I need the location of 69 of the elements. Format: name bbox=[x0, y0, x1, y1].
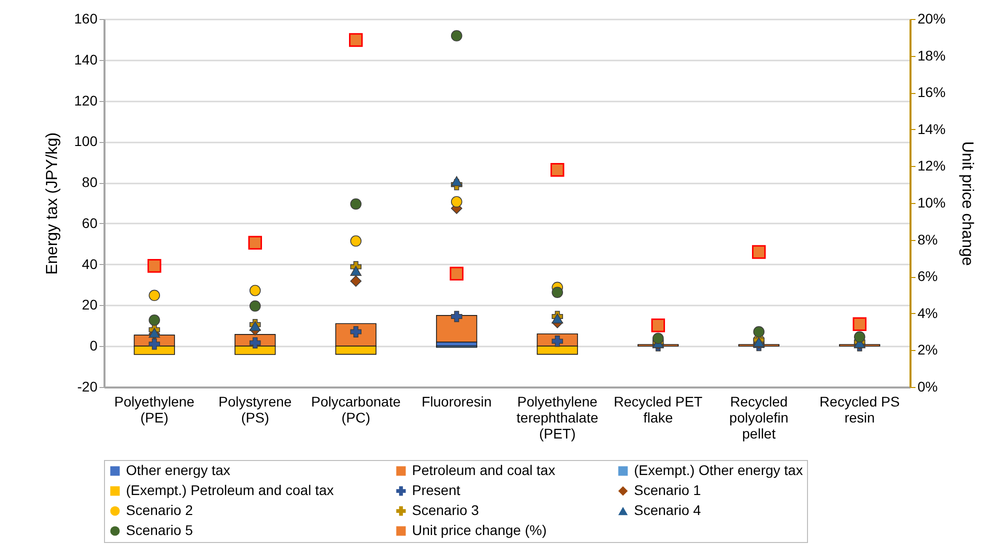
x-tick-label: Recycled polyolefin pellet bbox=[729, 394, 788, 442]
legend-label: Scenario 3 bbox=[412, 502, 480, 518]
point bbox=[249, 300, 261, 312]
legend-label: Scenario 1 bbox=[634, 482, 702, 498]
y2-tick-label: 0% bbox=[918, 378, 938, 394]
x-tick-label: Recycled PS resin bbox=[820, 394, 900, 426]
legend-label: (Exempt.) Petroleum and coal tax bbox=[126, 482, 334, 498]
y-tick-label: 60 bbox=[82, 214, 98, 231]
x-tick-label: Recycled PET flake bbox=[614, 394, 703, 426]
y2-tick-label: 6% bbox=[918, 268, 938, 284]
point bbox=[349, 33, 363, 47]
point bbox=[148, 259, 162, 273]
point bbox=[350, 235, 362, 247]
y2-tick-label: 16% bbox=[918, 84, 946, 100]
x-tick-label: Polystyrene (PS) bbox=[218, 394, 292, 426]
point bbox=[651, 318, 665, 332]
y-tick-label: 20 bbox=[82, 296, 98, 313]
point bbox=[148, 338, 160, 350]
legend-label: Other energy tax bbox=[126, 462, 230, 478]
point bbox=[249, 284, 261, 296]
point bbox=[450, 176, 462, 186]
legend-label: (Exempt.) Other energy tax bbox=[634, 462, 803, 478]
point bbox=[652, 332, 664, 344]
y2-tick-label: 14% bbox=[918, 120, 946, 137]
point bbox=[450, 266, 464, 281]
y2-tick-label: 20% bbox=[918, 10, 946, 26]
y-tick-label: 120 bbox=[74, 92, 98, 108]
legend-label: Petroleum and coal tax bbox=[412, 462, 556, 478]
y-tick-label: -20 bbox=[77, 378, 98, 394]
y-axis-title: Energy tax (JPY/kg) bbox=[44, 132, 62, 275]
x-tick-label: Polyethylene (PE) bbox=[114, 394, 195, 426]
y2-tick-label: 12% bbox=[918, 158, 946, 174]
legend-label: Scenario 4 bbox=[634, 502, 702, 518]
x-tick-label: Polycarbonate (PC) bbox=[311, 394, 401, 426]
point bbox=[752, 245, 766, 259]
point bbox=[450, 310, 462, 322]
y-tick-label: 100 bbox=[74, 133, 98, 150]
legend-label: Scenario 5 bbox=[126, 522, 194, 538]
point bbox=[854, 331, 866, 343]
x-tick-label: Polyethylene terephthalate (PET) bbox=[516, 394, 598, 442]
point bbox=[248, 236, 262, 250]
legend-label: Scenario 2 bbox=[126, 502, 194, 518]
y2-tick-label: 8% bbox=[918, 231, 938, 248]
y-tick-label: 40 bbox=[82, 256, 98, 272]
x-tick-label: Fluororesin bbox=[422, 394, 492, 410]
point bbox=[852, 317, 866, 331]
point bbox=[148, 290, 160, 302]
y2-tick-label: 4% bbox=[918, 304, 938, 321]
y2-tick-label: 2% bbox=[918, 342, 938, 358]
y-tick-label: 80 bbox=[82, 174, 98, 190]
point bbox=[450, 30, 462, 42]
point bbox=[350, 198, 362, 210]
point bbox=[350, 266, 362, 276]
point bbox=[753, 326, 765, 338]
y2-tick-label: 10% bbox=[918, 194, 946, 210]
legend-label: Unit price change (%) bbox=[412, 522, 547, 538]
y-tick-label: 140 bbox=[74, 51, 98, 68]
point bbox=[552, 286, 564, 298]
bar bbox=[436, 315, 478, 342]
y-tick-label: 0 bbox=[90, 338, 98, 354]
legend-label: Present bbox=[412, 482, 460, 498]
point bbox=[450, 196, 462, 208]
y2-tick-label: 18% bbox=[918, 47, 946, 64]
point bbox=[552, 314, 564, 324]
y-tick-label: 160 bbox=[74, 10, 98, 26]
y2-axis-title: Unit price change bbox=[958, 141, 976, 266]
point bbox=[350, 275, 362, 287]
point bbox=[148, 314, 160, 326]
point bbox=[550, 163, 564, 177]
